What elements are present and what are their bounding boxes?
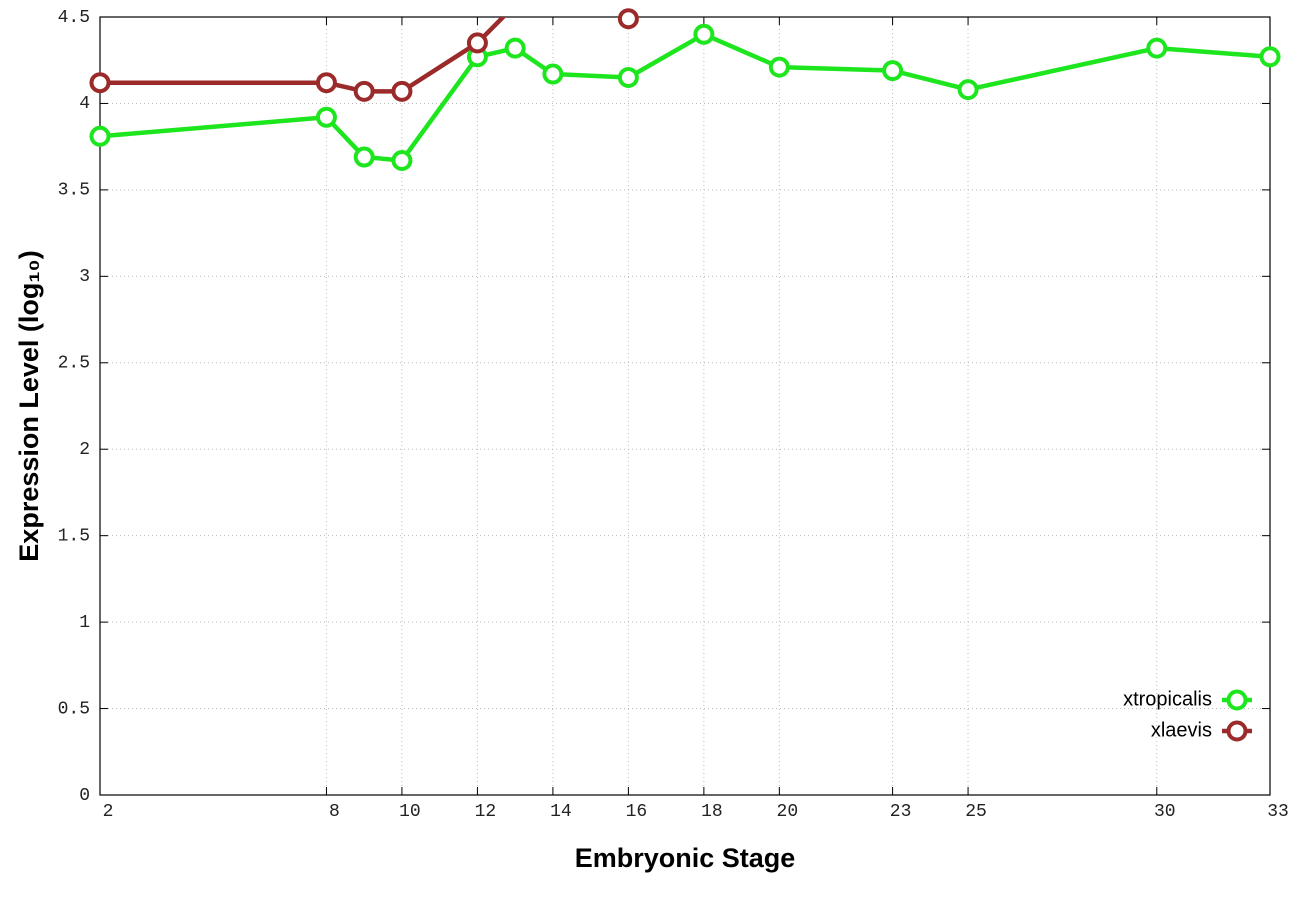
y-tick-label: 4.5 [58, 8, 90, 28]
ticks: 0 0.5 1 1.5 2 2.5 3 3.5 4 4.5 2 8 10 12 14 16 18 20 23 25 30… [58, 8, 1289, 822]
data-point [768, 56, 790, 78]
data-point [1259, 46, 1281, 68]
x-tick-label: 12 [475, 802, 497, 822]
legend-marker [1226, 689, 1248, 711]
legend-marker [1226, 720, 1248, 742]
x-tick-label: 14 [550, 802, 572, 822]
y-axis-title: Expression Level (log₁₀) [14, 250, 44, 561]
y-tick-label: 0.5 [58, 699, 90, 719]
data-point [315, 72, 337, 94]
data-point [542, 63, 564, 85]
x-axis-title: Embryonic Stage [575, 843, 796, 873]
x-tick-label: 30 [1154, 802, 1176, 822]
data-point [466, 32, 488, 54]
x-tick-label: 33 [1267, 802, 1289, 822]
x-tick-label: 25 [965, 802, 987, 822]
plot-area [100, 5, 1270, 163]
x-tick-label: 2 [103, 802, 114, 822]
data-point [89, 125, 111, 147]
data-point [391, 80, 413, 102]
data-point [957, 79, 979, 101]
plot-frame [99, 16, 1271, 796]
data-point [353, 146, 375, 168]
y-tick-label: 1.5 [58, 526, 90, 546]
data-point [315, 106, 337, 128]
data-point [89, 72, 111, 94]
x-tick-label: 18 [701, 802, 723, 822]
data-point [617, 67, 639, 89]
series-line [100, 32, 1270, 163]
x-tick-label: 23 [890, 802, 912, 822]
y-tick-label: 0 [79, 786, 90, 806]
x-tick-label: 20 [777, 802, 799, 822]
data-point [391, 149, 413, 171]
x-tick-label: 8 [329, 802, 340, 822]
data-point [353, 80, 375, 102]
data-point [504, 37, 526, 59]
data-point [693, 23, 715, 45]
data-point [1146, 37, 1168, 59]
data-point [882, 60, 904, 82]
y-tick-label: 2.5 [58, 354, 90, 374]
x-tick-label: 10 [399, 802, 421, 822]
y-tick-label: 3 [79, 267, 90, 287]
y-tick-label: 4 [79, 94, 90, 114]
legend: xtropicalis xlaevis [1123, 688, 1252, 742]
y-tick-label: 2 [79, 440, 90, 460]
grid [99, 16, 1271, 796]
y-tick-label: 3.5 [58, 181, 90, 201]
x-tick-label: 16 [626, 802, 648, 822]
legend-label: xtropicalis [1123, 688, 1212, 710]
y-tick-label: 1 [79, 613, 90, 633]
markers [89, 8, 1281, 171]
legend-label: xlaevis [1151, 719, 1212, 741]
data-point [617, 8, 639, 30]
